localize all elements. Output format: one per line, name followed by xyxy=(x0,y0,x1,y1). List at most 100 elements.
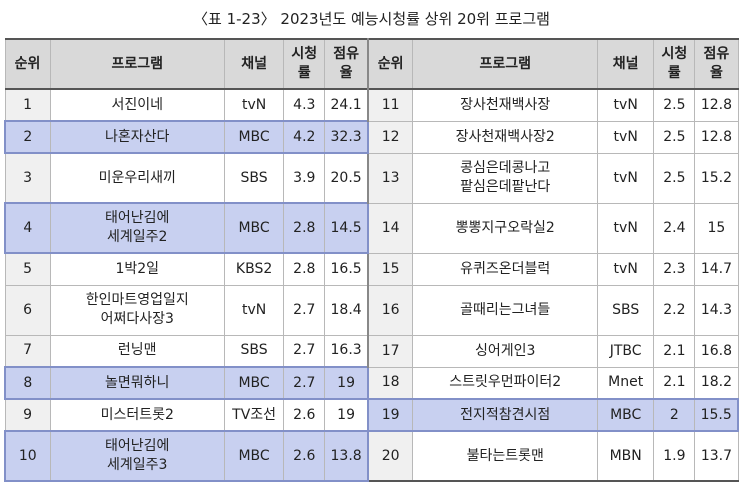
rating-header: 시청률 xyxy=(283,38,326,90)
program-cell: 콩심은데콩나고 팥심은데팥난다 xyxy=(412,152,598,204)
rank-header: 순위 xyxy=(366,38,414,90)
rank-cell: 6 xyxy=(4,284,51,336)
rank-cell: 7 xyxy=(4,334,51,368)
share-cell: 16.5 xyxy=(324,252,369,286)
share-cell: 20.5 xyxy=(324,152,369,204)
rating-cell: 1.9 xyxy=(653,430,696,482)
channel-cell: JTBC xyxy=(596,334,655,368)
share-cell: 18.2 xyxy=(694,366,739,400)
program-cell: 불타는트롯맨 xyxy=(412,430,598,482)
rank-cell: 4 xyxy=(3,202,51,254)
table-row: 4 태어난김에 세계일주2 MBC 2.8 14.5 14 뽕뽕지구오락실2 tvN 2.4 15 xyxy=(3,202,739,254)
rank-cell: 11 xyxy=(366,88,414,122)
table-row: 1 서진이네 tvN 4.3 24.1 11 장사천재백사장 tvN 2.5 12.8 xyxy=(4,88,739,122)
channel-cell: SBS xyxy=(223,152,285,204)
channel-cell: tvN xyxy=(223,284,285,336)
program-cell: 서진이네 xyxy=(49,88,225,122)
table-row: 5 1박2일 KBS2 2.8 16.5 15 유퀴즈온더블럭 tvN 2.3 14.7 xyxy=(4,252,739,286)
program-cell: 1박2일 xyxy=(49,252,225,286)
table-row: 2 나혼자산다 MBC 4.2 32.3 12 장사천재백사장2 tvN 2.5 12.8 xyxy=(3,120,739,154)
rating-cell: 2.1 xyxy=(653,334,696,368)
table-row: 3 미운우리새끼 SBS 3.9 20.5 13 콩심은데콩나고 팥심은데팥난다 tvN 2.5… xyxy=(4,152,739,204)
program-header: 프로그램 xyxy=(49,38,225,90)
rank-cell: 9 xyxy=(4,398,51,432)
share-cell: 12.8 xyxy=(694,88,739,122)
rating-cell: 2.1 xyxy=(653,366,696,400)
share-cell: 18.4 xyxy=(324,284,369,336)
rank-cell: 19 xyxy=(366,398,414,432)
channel-header: 채널 xyxy=(596,38,655,90)
channel-cell: MBC xyxy=(223,430,285,482)
program-cell: 싱어게인3 xyxy=(412,334,598,368)
channel-cell: MBC xyxy=(223,366,285,400)
rank-cell: 10 xyxy=(3,430,51,482)
channel-cell: SBS xyxy=(596,284,655,336)
table-row: 7 런닝맨 SBS 2.7 16.3 17 싱어게인3 JTBC 2.1 16.8 xyxy=(4,334,739,368)
program-cell: 미운우리새끼 xyxy=(49,152,225,204)
rating-cell: 2.8 xyxy=(283,252,326,286)
rank-cell: 20 xyxy=(366,430,414,482)
channel-cell: Mnet xyxy=(596,366,655,400)
rank-cell: 17 xyxy=(366,334,414,368)
share-cell: 14.3 xyxy=(694,284,739,336)
share-cell: 19 xyxy=(324,398,369,432)
table-row: 9 미스터트롯2 TV조선 2.6 19 19 전지적참견시점 MBC 2 15.5 xyxy=(4,398,740,432)
table-title: 〈표 1-23〉 2023년도 예능시청률 상위 20위 프로그램 xyxy=(193,10,550,28)
rating-cell: 2.7 xyxy=(283,284,326,336)
channel-cell: tvN xyxy=(596,202,655,254)
rating-cell: 2 xyxy=(653,398,696,432)
rank-cell: 3 xyxy=(4,152,51,204)
channel-cell: tvN xyxy=(596,252,655,286)
channel-cell: KBS2 xyxy=(223,252,285,286)
channel-header: 채널 xyxy=(223,38,285,90)
share-cell: 12.8 xyxy=(694,120,739,154)
rank-cell: 16 xyxy=(366,284,414,336)
rating-header: 시청률 xyxy=(653,38,696,90)
table-body: 1 서진이네 tvN 4.3 24.1 11 장사천재백사장 tvN 2.5 12.8 2 나혼자산다… xyxy=(3,88,740,482)
rank-cell: 12 xyxy=(366,120,414,154)
rating-cell: 2.7 xyxy=(283,334,326,368)
share-cell: 24.1 xyxy=(324,88,369,122)
rating-cell: 2.2 xyxy=(653,284,696,336)
program-header: 프로그램 xyxy=(412,38,598,90)
rating-cell: 2.6 xyxy=(283,430,326,482)
rating-cell: 2.8 xyxy=(283,202,326,254)
rank-cell: 14 xyxy=(366,202,414,254)
program-cell: 골때리는그녀들 xyxy=(412,284,598,336)
share-cell: 19 xyxy=(324,366,369,400)
rank-cell: 1 xyxy=(4,88,51,122)
share-header: 점유율 xyxy=(694,38,739,90)
share-cell: 15.2 xyxy=(694,152,739,204)
channel-cell: TV조선 xyxy=(223,398,285,432)
program-cell: 뽕뽕지구오락실2 xyxy=(412,202,598,254)
rank-cell: 18 xyxy=(366,366,414,400)
channel-cell: SBS xyxy=(223,334,285,368)
rating-cell: 2.4 xyxy=(653,202,696,254)
channel-cell: MBN xyxy=(596,430,655,482)
rating-cell: 2.5 xyxy=(653,120,696,154)
rank-cell: 8 xyxy=(3,366,51,400)
channel-cell: tvN xyxy=(596,88,655,122)
rating-cell: 2.5 xyxy=(653,152,696,204)
program-cell: 태어난김에 세계일주3 xyxy=(49,430,225,482)
share-cell: 14.7 xyxy=(694,252,739,286)
ratings-table: 순위 프로그램 채널 시청률 점유율 순위 프로그램 채널 시청률 점유율 1 서진이네 tvN 4.3… xyxy=(3,38,740,482)
rank-cell: 5 xyxy=(4,252,51,286)
share-header: 점유율 xyxy=(324,38,369,90)
program-cell: 스트릿우먼파이터2 xyxy=(412,366,598,400)
table-row: 8 놀면뭐하니 MBC 2.7 19 18 스트릿우먼파이터2 Mnet 2.1 18.2 xyxy=(3,366,739,400)
rank-header: 순위 xyxy=(4,38,51,90)
channel-cell: MBC xyxy=(223,202,285,254)
rank-cell: 13 xyxy=(366,152,414,204)
share-cell: 13.7 xyxy=(694,430,739,482)
share-cell: 14.5 xyxy=(324,202,369,254)
share-cell: 16.8 xyxy=(694,334,739,368)
channel-cell: MBC xyxy=(223,120,285,154)
share-cell: 15 xyxy=(694,202,739,254)
rank-cell: 15 xyxy=(366,252,414,286)
program-cell: 전지적참견시점 xyxy=(412,398,598,432)
rating-cell: 2.7 xyxy=(283,366,326,400)
channel-cell: tvN xyxy=(596,120,655,154)
rating-cell: 3.9 xyxy=(283,152,326,204)
